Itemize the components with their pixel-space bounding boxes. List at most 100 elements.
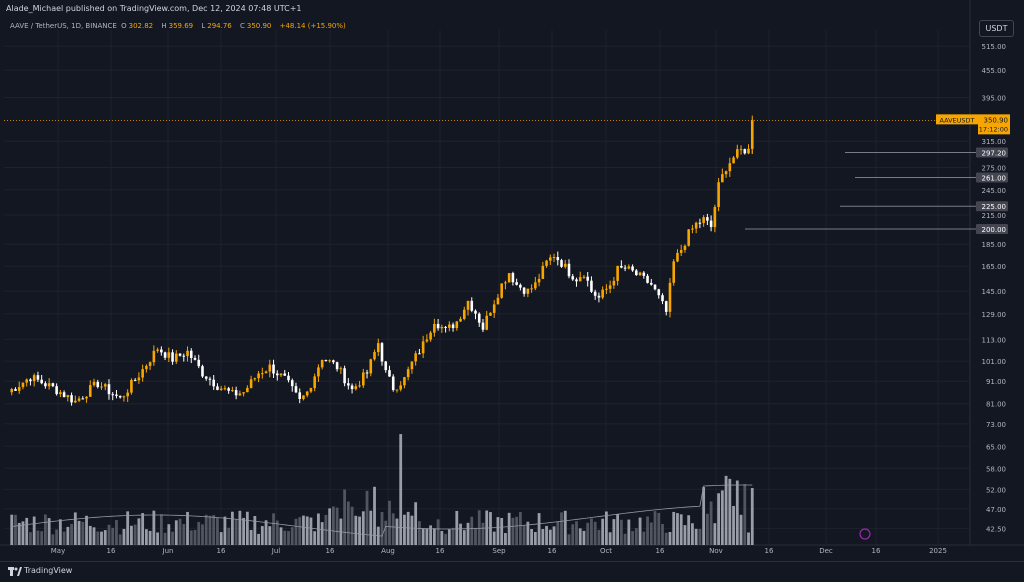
y-tick-label: 315.00 bbox=[982, 138, 1007, 146]
volume-bar bbox=[668, 531, 672, 545]
candle-body bbox=[608, 285, 612, 289]
candle-body bbox=[275, 373, 279, 376]
candle-body bbox=[679, 249, 683, 253]
volume-bar bbox=[597, 529, 601, 545]
candle-body bbox=[691, 228, 694, 230]
volume-bar bbox=[709, 501, 713, 545]
candle-body bbox=[287, 375, 290, 381]
volume-bar bbox=[470, 516, 474, 545]
volume-bar bbox=[25, 517, 29, 545]
volume-bar bbox=[32, 516, 36, 545]
volume-bar bbox=[425, 528, 429, 545]
candle-body bbox=[373, 352, 376, 360]
volume-bar bbox=[421, 528, 425, 545]
candle-body bbox=[261, 373, 264, 375]
x-tick-label: Nov bbox=[709, 547, 723, 555]
volume-bar bbox=[526, 521, 530, 545]
candle-body bbox=[152, 350, 156, 363]
candle-body bbox=[477, 313, 481, 323]
candle-body bbox=[563, 263, 567, 267]
volume-bar bbox=[163, 532, 167, 545]
candle-body bbox=[597, 295, 601, 298]
candle-body bbox=[687, 229, 690, 246]
volume-bar bbox=[672, 511, 676, 545]
candle-body bbox=[227, 388, 230, 391]
y-tick-label: 91.00 bbox=[986, 378, 1006, 386]
candle-body bbox=[388, 370, 391, 377]
candle-body bbox=[141, 369, 144, 378]
candle-body bbox=[29, 379, 32, 382]
candle-body bbox=[552, 257, 556, 259]
volume-bar bbox=[133, 524, 137, 545]
currency-button[interactable]: USDT bbox=[979, 20, 1014, 37]
candle-body bbox=[530, 288, 533, 290]
candle-body bbox=[358, 385, 361, 387]
volume-bar bbox=[732, 505, 735, 545]
y-tick-label: 245.00 bbox=[982, 187, 1007, 195]
volume-bar bbox=[410, 515, 414, 545]
candle-body bbox=[616, 265, 619, 281]
candle-body bbox=[451, 324, 455, 329]
volume-bar bbox=[354, 515, 358, 545]
candle-body bbox=[661, 295, 664, 302]
candle-body bbox=[743, 149, 747, 154]
volume-bar bbox=[634, 528, 638, 545]
candle-body bbox=[32, 375, 36, 382]
volume-bar bbox=[638, 517, 642, 545]
candle-body bbox=[522, 287, 526, 294]
candle-body bbox=[148, 362, 152, 366]
volume-bar bbox=[384, 520, 388, 545]
volume-bar bbox=[182, 523, 186, 545]
y-tick-label: 395.00 bbox=[982, 94, 1007, 102]
candle-body bbox=[77, 398, 81, 401]
candle-body bbox=[21, 382, 25, 388]
y-tick-label: 261.00 bbox=[982, 175, 1007, 183]
candle-body bbox=[234, 390, 238, 396]
y-tick-label: 200.00 bbox=[982, 226, 1007, 234]
volume-bar bbox=[40, 531, 44, 545]
volume-bar bbox=[81, 521, 85, 545]
volume-bar bbox=[518, 512, 522, 545]
volume-bar bbox=[331, 506, 335, 545]
symbol-line: AAVE / TetherUS, 1D, BINANCE bbox=[10, 22, 117, 30]
candle-body bbox=[545, 260, 548, 266]
candle-body bbox=[216, 386, 219, 390]
candle-body bbox=[186, 350, 189, 357]
x-tick-label: Dec bbox=[819, 547, 833, 555]
symbol-tag-label: AAVEUSDT bbox=[939, 116, 974, 124]
volume-bar bbox=[223, 516, 227, 545]
candle-body bbox=[492, 304, 496, 313]
volume-bar bbox=[507, 512, 511, 545]
volume-bar bbox=[305, 516, 309, 545]
y-tick-label: 73.00 bbox=[986, 421, 1006, 429]
candle-body bbox=[425, 339, 429, 342]
volume-bar bbox=[575, 521, 578, 545]
volume-bar bbox=[657, 512, 661, 545]
candle-body bbox=[294, 386, 298, 393]
volume-bar bbox=[560, 512, 563, 545]
volume-bar bbox=[679, 514, 683, 545]
candle-body bbox=[672, 261, 676, 283]
candle-body bbox=[298, 392, 302, 399]
volume-bar bbox=[219, 532, 223, 545]
volume-bar bbox=[70, 523, 73, 545]
candle-body bbox=[399, 385, 402, 390]
candle-body bbox=[279, 373, 283, 376]
volume-bar bbox=[234, 518, 238, 545]
volume-bar bbox=[264, 520, 268, 545]
candle-body bbox=[414, 353, 417, 362]
volume-bar bbox=[201, 524, 204, 545]
candle-body bbox=[567, 263, 571, 277]
publish-info: Alade_Michael published on TradingView.c… bbox=[6, 4, 302, 13]
price-chart[interactable]: 515.00 455.00 395.00 315.00 297.20 275.00 261.… bbox=[0, 0, 1024, 561]
volume-bar bbox=[257, 533, 260, 545]
candle-body bbox=[25, 379, 28, 383]
volume-bar bbox=[444, 533, 447, 545]
volume-bar bbox=[111, 527, 115, 545]
volume-bar bbox=[137, 518, 141, 545]
candle-body bbox=[160, 349, 163, 353]
candle-body bbox=[197, 359, 201, 367]
candle-body bbox=[605, 288, 608, 290]
volume-bar bbox=[290, 527, 294, 545]
volume-bar bbox=[103, 530, 107, 545]
